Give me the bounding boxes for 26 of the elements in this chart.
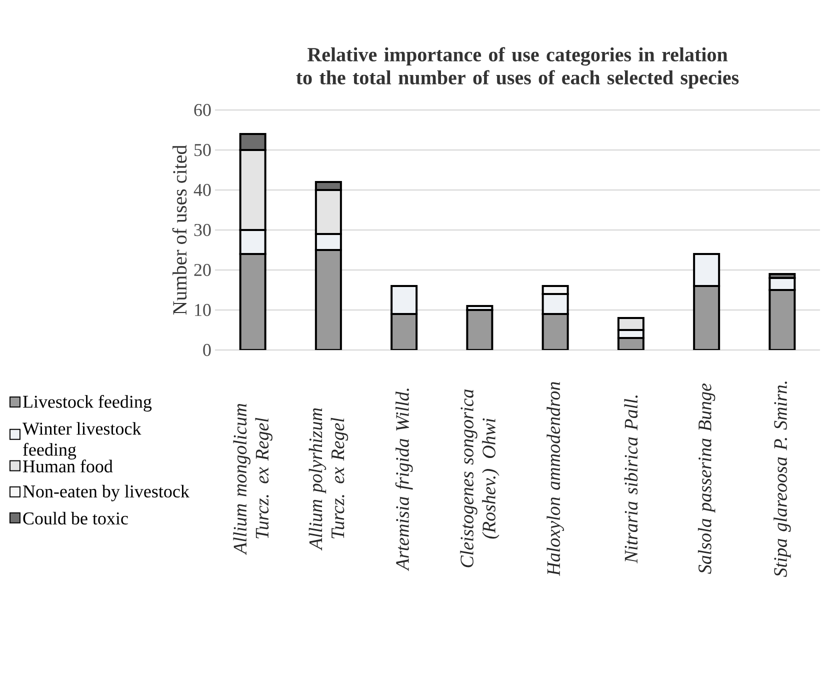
- bar: [239, 253, 266, 350]
- y-tick-label: 10: [195, 304, 211, 316]
- y-tick-label: 30: [194, 224, 211, 236]
- y-tick-label: 20: [194, 264, 211, 276]
- legend-label: Livestock feeding: [22, 395, 152, 412]
- x-tick-label: Cleistogenes songorica (Roshev.) Ohwi: [460, 390, 500, 568]
- y-tick-label: 60: [194, 104, 211, 116]
- bar: [390, 285, 418, 315]
- bar: [693, 253, 720, 287]
- x-tick-label: Artemisia frigida Willd.: [395, 388, 413, 572]
- y-tick-label: 40: [194, 184, 211, 196]
- legend-label: Could be toxic: [23, 512, 128, 525]
- y-axis-title: Number of uses cited: [172, 144, 187, 315]
- x-tick-label: Allium polyrhizum Turcz. ex Regel: [308, 408, 348, 551]
- x-tick-label: Haloxylon ammodendron: [546, 382, 564, 576]
- x-tick-label: Nitraria sibirica Pall.: [624, 396, 638, 564]
- y-tick-label: 0: [203, 344, 211, 356]
- legend-label: Human food: [22, 460, 113, 472]
- chart-title: Relative importance of use categories in relation to the total number of uses of each selected species: [296, 47, 739, 88]
- legend-label: Winter livestock feeding: [22, 422, 142, 460]
- y-tick-label: 50: [194, 144, 211, 156]
- x-tick-label: Salsola passerina Bunge: [698, 383, 716, 574]
- bar: [314, 249, 342, 350]
- legend-label: Non-eaten by livestock: [22, 484, 190, 502]
- x-tick-label: Allium mongolicum Turcz. ex Regel: [233, 404, 272, 556]
- x-tick-label: Stipa glareoosa P. Smirn.: [774, 382, 791, 578]
